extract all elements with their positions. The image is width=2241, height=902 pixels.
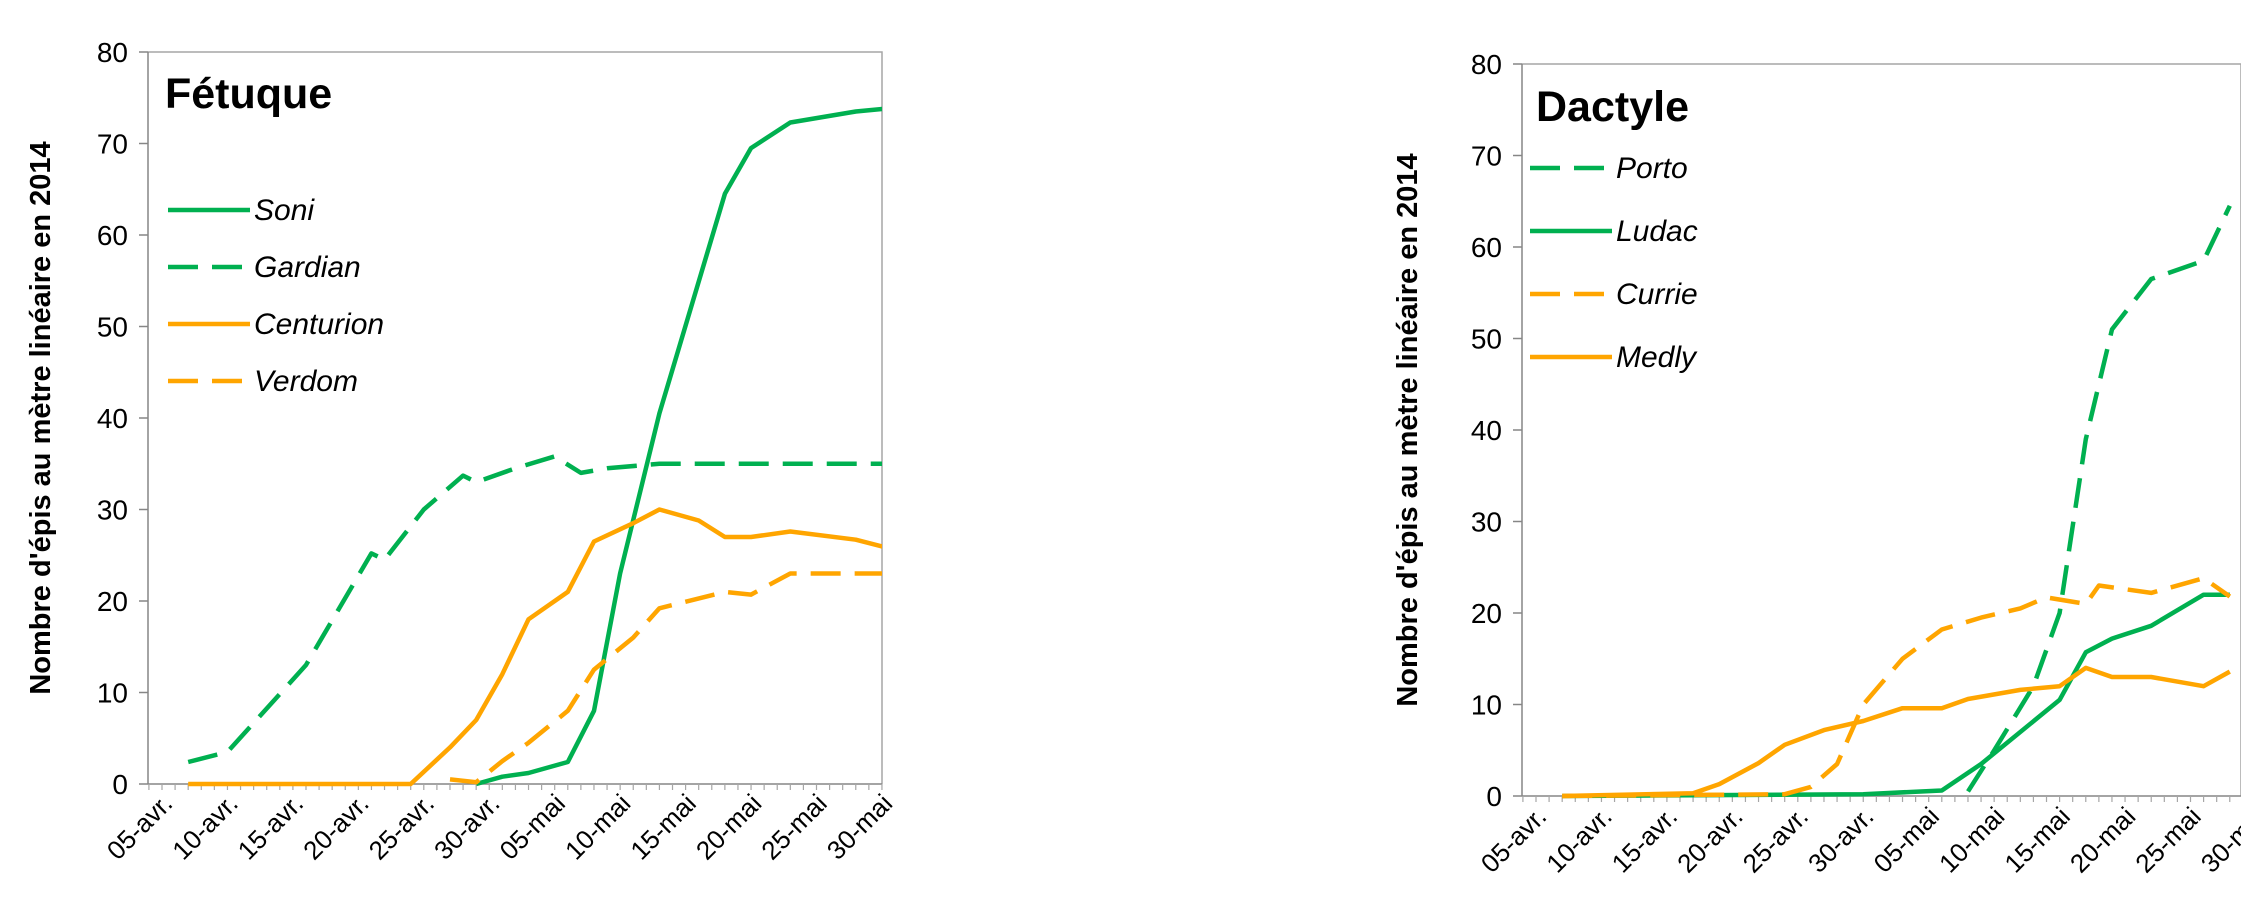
x-tick-label: 30-avr. [1802,801,1879,878]
series-line-centurion [188,507,882,787]
x-tick-label: 20-avr. [1671,801,1748,878]
plot-border [148,51,883,784]
y-tick-label: 0 [1486,781,1502,812]
legend-label-ludac: Ludac [1616,215,1698,248]
y-axis-title: Nombre d'épis au mètre linéaire en 2014 [1392,153,1424,706]
series-line-ludac [1562,592,2230,799]
chart-dactyle: 0102030405060708005-avr.10-avr.15-avr.20… [1392,49,2241,878]
legend-label-centurion: Centurion [254,308,384,341]
x-tick-label: 10-mai [559,788,636,865]
x-tick-label: 10-mai [1933,801,2010,878]
x-tick-label: 10-avr. [166,788,243,865]
legend-label-gardian: Gardian [254,251,361,284]
series-line-gardian [187,454,882,765]
y-tick-label: 80 [97,37,128,68]
y-tick-label: 20 [1471,598,1502,629]
chart-title: Dactyle [1536,83,1689,131]
y-tick-label: 50 [97,312,128,343]
y-tick-label: 50 [1471,324,1502,355]
series-line-medly [1562,665,2231,799]
y-tick-label: 30 [97,495,128,526]
x-tick-label: 15-avr. [232,788,309,865]
legend-label-medly: Medly [1616,341,1698,374]
y-tick-label: 10 [1471,690,1502,721]
plot-border [1522,63,2241,796]
x-tick-label: 15-mai [624,788,701,865]
y-tick-label: 30 [1471,507,1502,538]
x-tick-label: 05-avr. [1475,801,1552,878]
x-tick-label: 25-mai [2129,801,2206,878]
y-tick-label: 70 [1471,141,1502,172]
x-tick-label: 30-mai [821,788,898,865]
series-line-currie [1562,575,2232,799]
y-tick-label: 70 [97,129,128,160]
x-tick-label: 10-avr. [1540,801,1617,878]
x-tick-label: 15-avr. [1606,801,1683,878]
chart-fetuque: 0102030405060708005-avr.10-avr.15-avr.20… [25,37,898,865]
series-line-soni [475,106,882,787]
y-tick-label: 60 [1471,232,1502,263]
x-tick-label: 20-mai [2064,801,2141,878]
legend-label-porto: Porto [1616,152,1688,185]
y-tick-label: 60 [97,220,128,251]
series-line-porto [1966,204,2232,793]
x-tick-label: 15-mai [1998,801,2075,878]
y-tick-label: 80 [1471,49,1502,80]
x-tick-label: 25-avr. [1737,801,1814,878]
y-tick-label: 40 [1471,415,1502,446]
legend-label-verdom: Verdom [254,365,358,398]
x-tick-label: 25-mai [755,788,832,865]
x-tick-label: 05-mai [494,788,571,865]
y-tick-label: 10 [97,678,128,709]
x-tick-label: 20-avr. [297,788,374,865]
y-tick-label: 20 [97,586,128,617]
chart-title: Fétuque [165,70,332,118]
legend-label-soni: Soni [254,194,315,227]
x-tick-label: 20-mai [690,788,767,865]
series-line-verdom [449,571,882,785]
x-tick-label: 30-mai [2195,801,2241,878]
x-tick-label: 05-mai [1868,801,1945,878]
y-tick-label: 0 [112,769,128,800]
x-tick-label: 30-avr. [428,788,505,865]
x-tick-label: 25-avr. [363,788,440,865]
y-axis-title: Nombre d'épis au mètre linéaire en 2014 [25,141,57,694]
legend-label-currie: Currie [1616,278,1698,311]
y-tick-label: 40 [97,403,128,434]
